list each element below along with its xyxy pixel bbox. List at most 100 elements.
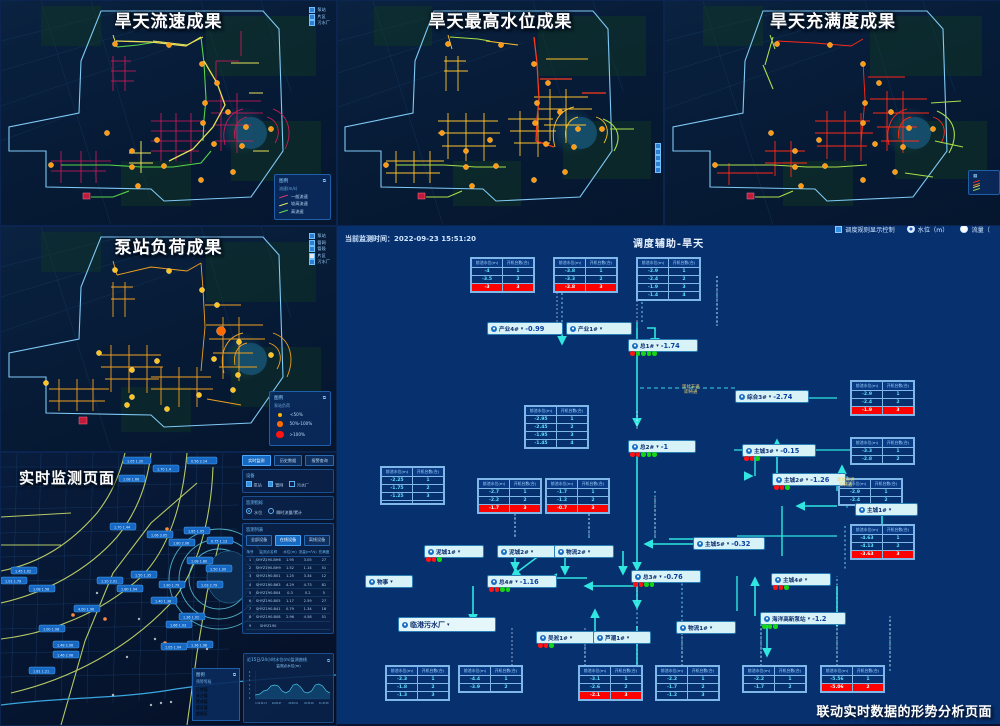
flow-node-nc1[interactable]: 泥城1# ▾ (424, 545, 484, 558)
radio-water-level[interactable]: 水位（m） (906, 226, 948, 234)
scheduling-assistance-panel: 当前监测时间：2022-09-23 15:51:20 调度辅助-旱天 调度规则显… (337, 226, 1000, 724)
radio-flow[interactable]: 瞬时流量/累计 (268, 507, 302, 516)
rule-table-cell: -1.2 (656, 691, 688, 700)
chevron-down-icon[interactable]: ▾ (390, 578, 393, 585)
rule-table: 前池水位(m) 开机台数(台) -1.7 1 -1.2 2 -0.7 3 (545, 478, 610, 514)
flow-node-z4[interactable]: 总4# ▾ -1.16 (487, 575, 557, 588)
flow-node-wl2[interactable]: 物流2# ▾ (554, 545, 614, 558)
flow-node-wsh[interactable]: 物事 ▾ (365, 575, 413, 588)
radio-flow[interactable]: 流量（ (960, 226, 990, 234)
status-light (646, 351, 652, 356)
flow-node-cy1[interactable]: 产业1# ▾ (566, 322, 632, 335)
checkbox-wwtp[interactable]: 污水厂 (289, 481, 309, 489)
flow-node-zc3[interactable]: 主城3# ▾ -0.15 (742, 444, 816, 457)
collapse-icon[interactable]: ⧉ (322, 178, 326, 184)
table-row[interactable]: 9 SHYZ190 (246, 621, 330, 631)
flow-node-z1[interactable]: 总1# ▾ -1.74 (628, 339, 698, 352)
legend-title: 图例 (279, 178, 289, 184)
table-cell: 0.79 (282, 605, 298, 614)
rule-table-cell: 1 (502, 267, 534, 276)
chevron-down-icon[interactable]: ▾ (656, 443, 659, 450)
rule-table-cell: -2.25 (381, 476, 413, 485)
rule-table-cell: 3 (412, 492, 444, 501)
legend-label: 污水厂 (317, 259, 330, 264)
table-row[interactable]: 8 SHYZ190-B08 2.96 4.58 51 (246, 613, 330, 623)
checkbox-rule-display-control[interactable]: 调度规则显示控制 (835, 226, 895, 234)
node-value: -1 (660, 442, 669, 451)
flow-node-cy4[interactable]: 产业4# ▾ -0.99 (487, 322, 563, 335)
flow-node-nc2[interactable]: 泥城2# ▾ (497, 545, 557, 558)
chevron-down-icon[interactable]: ▾ (599, 325, 603, 332)
collapse-icon[interactable]: ⧉ (322, 396, 326, 401)
chevron-down-icon[interactable]: ▾ (569, 634, 573, 641)
table-cell: 0.3 (282, 588, 298, 598)
checkbox-pipe-network[interactable]: 管网 (267, 481, 283, 489)
rule-table-cell: 1 (882, 534, 914, 543)
rule-table-row: -2.95 1 (525, 415, 588, 424)
tab-history[interactable]: 历史数据 (273, 455, 303, 466)
svg-text:1.06 3.05: 1.06 3.05 (151, 533, 167, 537)
chevron-down-icon[interactable]: ▾ (807, 615, 811, 622)
chevron-down-icon[interactable]: ▾ (888, 506, 892, 513)
radio-water-level[interactable]: 水位 (246, 507, 262, 516)
flow-node-zc1[interactable]: 主城1# ▾ (855, 503, 918, 516)
filter-offline-devices[interactable]: 离线设备 (304, 534, 330, 546)
table-row[interactable]: 5 SHYZ190-B04 0.3 0.2 5 (246, 588, 330, 598)
svg-text:05/28:41: 05/28:41 (289, 702, 299, 705)
chevron-down-icon[interactable]: ▾ (726, 540, 730, 547)
rule-table-cell: -1.4 (637, 291, 669, 300)
flow-node-plant[interactable]: 临港污水厂 ▾ (398, 617, 496, 632)
table-cell: 3 (246, 572, 255, 582)
rule-table-cell: 3 (509, 504, 541, 513)
node-label: 物流1# (688, 625, 708, 632)
flow-node-zc2[interactable]: 主城2# ▾ -1.26 (772, 473, 846, 486)
chevron-down-icon[interactable]: ▾ (775, 447, 779, 454)
table-row[interactable]: 7 SHYZ190-B41 0.79 1.34 16 (246, 605, 330, 614)
flow-node-z2[interactable]: 总2# ▾ -1 (628, 440, 696, 453)
rule-table-header: 前池水位(m) (554, 258, 586, 268)
table-row[interactable]: 4 SHYZ190-B63 4.29 4.73 81 (246, 580, 330, 590)
flow-node-zc5[interactable]: 主城5# ▾ -0.32 (693, 537, 765, 550)
collapse-icon[interactable]: ⧉ (232, 673, 236, 678)
chevron-down-icon[interactable]: ▾ (659, 573, 662, 580)
chevron-down-icon[interactable]: ▾ (626, 634, 630, 641)
flow-node-hgps[interactable]: 海洋高新泵站 ▾ -1.2 (760, 612, 846, 625)
chevron-down-icon[interactable]: ▾ (587, 548, 591, 555)
flow-node-lc1[interactable]: 芦潮1# ▾ (593, 631, 651, 644)
flow-node-zh3[interactable]: 综合3# ▾ -2.74 (735, 390, 809, 403)
table-row[interactable]: 2 SHYZ190-BH9 1.52 1.14 51 (246, 564, 330, 573)
chevron-down-icon[interactable]: ▾ (805, 476, 809, 483)
flow-node-wl1[interactable]: 物流1# ▾ (676, 621, 736, 634)
node-value: -0.76 (663, 572, 683, 581)
tab-alarm[interactable]: 报警查询 (305, 455, 335, 466)
chevron-down-icon[interactable]: ▾ (530, 548, 534, 555)
expand-icon[interactable]: ⧉ (327, 657, 330, 663)
chevron-down-icon[interactable]: ▾ (447, 621, 450, 628)
rule-table-cell: -3.63 (851, 550, 883, 559)
chevron-down-icon[interactable]: ▾ (709, 624, 713, 631)
table-row[interactable]: 6 SHYZ190-B05 1.17 2.59 27 (246, 596, 330, 606)
rule-table-row: -3.3 1 (851, 447, 914, 456)
node-label: 主城5# (705, 541, 725, 548)
table-cell: SHYZ190-B08 (254, 613, 283, 623)
flow-node-zc4[interactable]: 主城4# ▾ (771, 573, 831, 586)
table-row[interactable]: 3 SHYZ190-B01 1.25 3.34 12 (246, 572, 330, 582)
rule-table-header: 前池水位(m) (386, 666, 418, 676)
filter-online-devices[interactable]: 在线设备 (275, 534, 301, 546)
checkbox-pump-station[interactable]: 泵站 (246, 481, 262, 489)
chevron-down-icon[interactable]: ▾ (457, 548, 461, 555)
chevron-down-icon[interactable]: ▾ (656, 342, 659, 349)
filter-all-devices[interactable]: 全部设备 (246, 534, 272, 546)
chevron-down-icon[interactable]: ▾ (515, 578, 518, 585)
rule-table-cell: -3.8 (554, 267, 586, 276)
chevron-down-icon[interactable]: ▾ (804, 576, 808, 583)
flow-node-z3[interactable]: 总3# ▾ -0.76 (631, 570, 701, 583)
svg-text:11:45:28: 11:45:28 (319, 702, 329, 705)
status-lights (630, 351, 657, 356)
tab-realtime[interactable]: 实时监测 (242, 455, 271, 466)
table-row[interactable]: 1 SHYZ190-BH6 1.95 3.05 27 (246, 556, 330, 565)
chevron-down-icon[interactable]: ▾ (768, 393, 772, 400)
rule-table-row: -2.8 2 (851, 455, 914, 464)
rule-table-cell: 2 (577, 496, 609, 505)
chevron-down-icon[interactable]: ▾ (520, 325, 524, 332)
